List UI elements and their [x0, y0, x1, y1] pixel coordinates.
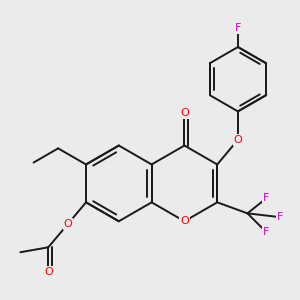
Text: F: F — [263, 193, 270, 203]
Text: O: O — [233, 135, 242, 145]
Text: O: O — [63, 219, 72, 229]
Text: O: O — [180, 108, 189, 118]
Text: O: O — [44, 267, 53, 277]
Text: O: O — [180, 216, 189, 226]
Text: F: F — [235, 23, 241, 33]
Text: F: F — [277, 212, 283, 222]
Text: F: F — [263, 227, 270, 237]
